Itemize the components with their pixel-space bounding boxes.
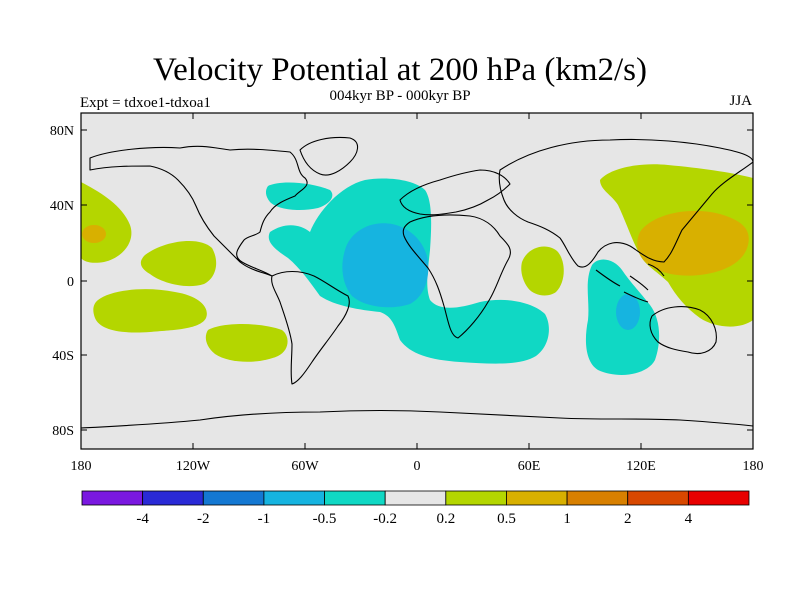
colorbar-swatch — [81, 490, 144, 506]
colorbar-swatch — [202, 490, 265, 506]
lon-label-180e: 180 — [743, 459, 764, 474]
coast-north-america — [89, 145, 308, 277]
negative-core-atlantic — [342, 223, 429, 308]
latitude-axis — [81, 129, 753, 431]
colorbar-tick-label: 4 — [685, 511, 693, 527]
lon-label-0: 0 — [414, 459, 421, 474]
positive-region-central-pacific — [140, 240, 217, 287]
lat-label-80s: 80S — [52, 424, 74, 439]
lat-label-80n: 80N — [50, 124, 74, 139]
colorbar-tick-label: 1 — [563, 511, 571, 527]
colorbar-tick-label: -0.5 — [313, 511, 337, 527]
colorbar-tick-label: 0.2 — [436, 511, 455, 527]
lat-label-0: 0 — [67, 275, 74, 290]
coast-australia — [649, 306, 717, 355]
positive-core-east-pacific — [82, 225, 106, 243]
lon-label-180w: 180 — [71, 459, 92, 474]
colorbar-tick-label: -1 — [258, 511, 271, 527]
longitude-axis — [192, 113, 642, 449]
lon-label-120w: 120W — [176, 459, 211, 474]
negative-core-maritime — [616, 294, 640, 330]
map-title: Velocity Potential at 200 hPa (km2/s) — [152, 52, 648, 88]
colorbar-swatch — [687, 490, 750, 506]
colorbar-tick-label: -0.2 — [373, 511, 397, 527]
lat-label-40s: 40S — [52, 349, 74, 364]
season-label: JJA — [729, 93, 752, 109]
colorbar-swatch — [445, 490, 507, 506]
coast-greenland — [299, 136, 359, 176]
lat-label-40n: 40N — [50, 199, 74, 214]
lon-label-120e: 120E — [626, 459, 656, 474]
positive-region-south-america-west — [205, 324, 288, 362]
colorbar-swatch — [263, 490, 325, 506]
lon-label-60w: 60W — [291, 459, 319, 474]
coast-maritime-islands — [595, 263, 665, 303]
coast-africa — [402, 214, 511, 339]
colorbar-tick-label: -2 — [197, 511, 210, 527]
colorbar-tick-label: -4 — [136, 511, 149, 527]
coast-antarctica — [81, 409, 753, 429]
lon-label-60e: 60E — [518, 459, 541, 474]
map-subtitle: 004kyr BP - 000kyr BP — [329, 88, 471, 104]
negative-region-north-atlantic — [265, 182, 333, 210]
colorbar-swatch — [566, 490, 629, 506]
colorbar-swatch — [142, 490, 204, 506]
colorbar-swatch — [324, 490, 386, 506]
colorbar: -4 -2 -1 -0.5 -0.2 0.2 0.5 1 2 4 — [81, 490, 750, 527]
experiment-label: Expt = tdxoe1-tdxoa1 — [80, 95, 211, 111]
colorbar-swatch — [506, 490, 568, 506]
coast-south-america — [271, 270, 350, 385]
coast-asia — [498, 138, 753, 268]
colorbar-tick-label: 0.5 — [497, 511, 516, 527]
coast-europe — [399, 169, 511, 216]
coastlines — [81, 136, 753, 429]
map-plot-area — [81, 113, 753, 449]
positive-region-south-pacific — [93, 289, 207, 333]
colorbar-swatch — [384, 490, 447, 506]
colorbar-swatch — [627, 490, 689, 506]
positive-core-west-pacific — [637, 210, 749, 276]
colorbar-tick-label: 2 — [624, 511, 632, 527]
positive-region-indian-ocean — [521, 246, 564, 296]
